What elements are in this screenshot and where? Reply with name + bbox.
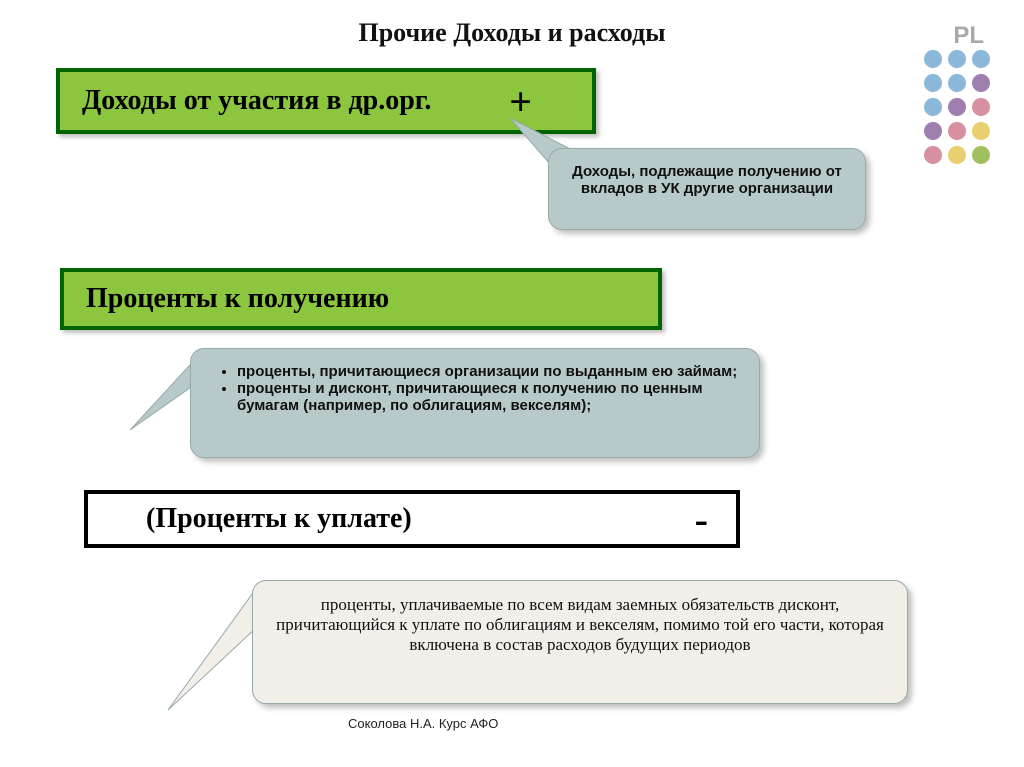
section-label: Проценты к получению <box>64 283 389 315</box>
dot <box>948 122 966 140</box>
section-label: Доходы от участия в др.орг. <box>60 85 431 117</box>
callout-income-participation: Доходы, подлежащие получению от вкладов … <box>548 148 866 230</box>
dot <box>948 98 966 116</box>
callout-text: Доходы, подлежащие получению от вкладов … <box>572 163 842 197</box>
corner-label: PL <box>953 22 984 50</box>
section-label: (Проценты к уплате) <box>88 503 412 535</box>
dot <box>972 74 990 92</box>
dot <box>972 146 990 164</box>
callout-list: проценты, причитающиеся организации по в… <box>211 363 739 414</box>
dot <box>924 146 942 164</box>
minus-sign: - <box>695 496 708 543</box>
list-item: проценты и дисконт, причитающиеся к полу… <box>237 380 739 414</box>
dot <box>924 74 942 92</box>
dot <box>924 50 942 68</box>
dot <box>972 122 990 140</box>
dot <box>972 50 990 68</box>
callout-interest-receivable: проценты, причитающиеся организации по в… <box>190 348 760 458</box>
decorative-dots <box>924 50 994 168</box>
page-title: Прочие Доходы и расходы <box>0 18 1024 48</box>
callout-text: проценты, уплачиваемые по всем видам зае… <box>276 595 884 654</box>
dot <box>924 122 942 140</box>
section-box-interest-payable: (Проценты к уплате) - <box>84 490 740 548</box>
list-item: проценты, причитающиеся организации по в… <box>237 363 739 380</box>
dot <box>972 98 990 116</box>
dot <box>948 50 966 68</box>
callout-interest-payable: проценты, уплачиваемые по всем видам зае… <box>252 580 908 704</box>
dot <box>924 98 942 116</box>
footer-author: Соколова Н.А. Курс АФО <box>348 716 498 731</box>
dot <box>948 74 966 92</box>
dot <box>948 146 966 164</box>
